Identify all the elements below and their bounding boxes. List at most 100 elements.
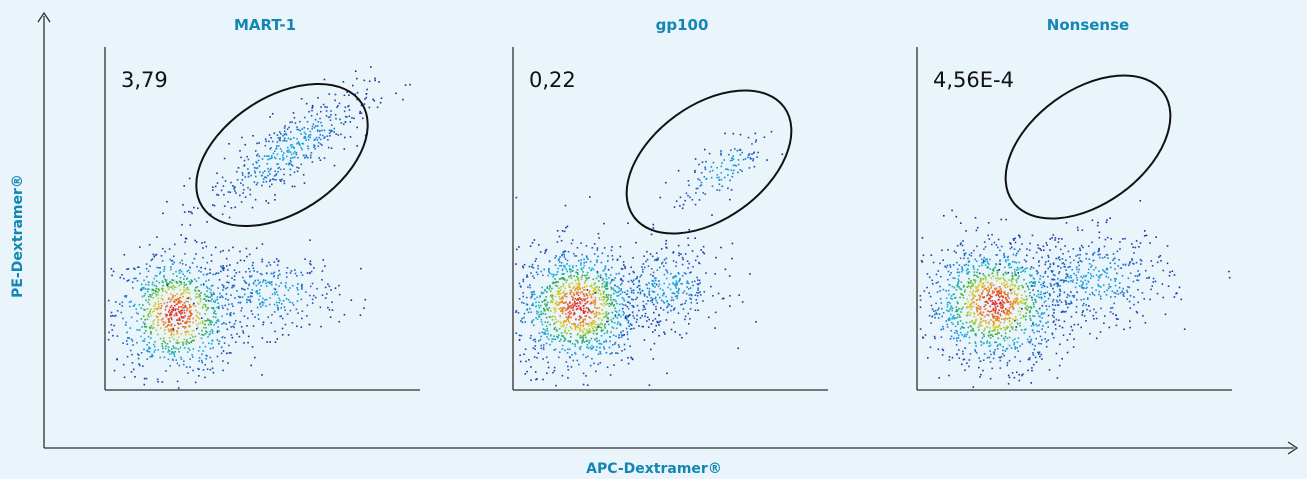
scatter-point: [223, 205, 226, 207]
scatter-point: [190, 279, 192, 281]
scatter-point: [133, 305, 135, 307]
scatter-point: [519, 354, 521, 357]
scatter-point: [226, 275, 229, 277]
scatter-point: [281, 303, 283, 305]
scatter-point: [149, 294, 151, 296]
scatter-point: [970, 304, 972, 306]
scatter-point: [691, 281, 694, 283]
scatter-point: [565, 296, 568, 298]
scatter-point: [198, 295, 201, 298]
scatter-point: [1033, 348, 1036, 351]
scatter-point: [1008, 279, 1010, 281]
scatter-point: [251, 313, 254, 315]
scatter-point: [583, 298, 585, 300]
scatter-point: [265, 282, 267, 285]
scatter-point: [168, 309, 171, 311]
scatter-point: [1029, 311, 1031, 314]
scatter-point: [670, 309, 672, 312]
scatter-point: [563, 230, 566, 233]
scatter-point: [974, 279, 977, 282]
scatter-point: [1070, 291, 1072, 293]
scatter-point: [265, 200, 267, 202]
scatter-point: [986, 342, 988, 344]
scatter-point: [614, 277, 616, 279]
scatter-point: [157, 305, 160, 308]
scatter-point: [592, 346, 595, 348]
scatter-point: [1110, 238, 1112, 240]
scatter-point: [241, 296, 244, 298]
scatter-point: [960, 331, 962, 334]
scatter-point: [189, 224, 192, 226]
scatter-point: [319, 138, 322, 141]
scatter-point: [171, 287, 174, 290]
scatter-point: [564, 294, 567, 297]
scatter-point: [141, 326, 143, 328]
scatter-point: [342, 81, 345, 83]
scatter-point: [1039, 248, 1041, 250]
scatter-point: [230, 334, 233, 336]
scatter-point: [977, 305, 980, 307]
scatter-point: [574, 255, 576, 257]
scatter-point: [242, 192, 244, 194]
scatter-point: [603, 348, 606, 350]
scatter-point: [579, 329, 582, 332]
scatter-point: [607, 323, 610, 326]
scatter-point: [306, 315, 308, 317]
scatter-point: [1116, 290, 1119, 292]
scatter-point: [969, 321, 971, 324]
scatter-point: [525, 360, 527, 363]
scatter-point: [728, 275, 731, 277]
scatter-point: [185, 333, 187, 336]
scatter-point: [605, 340, 608, 343]
scatter-point: [554, 318, 557, 321]
scatter-point: [997, 337, 1000, 340]
scatter-point: [584, 274, 586, 277]
scatter-point: [608, 305, 611, 307]
scatter-point: [588, 329, 591, 332]
scatter-point: [1075, 282, 1078, 284]
scatter-point: [553, 369, 556, 372]
scatter-point: [1004, 317, 1007, 319]
scatter-point: [123, 277, 125, 280]
scatter-point: [948, 374, 950, 377]
scatter-point: [994, 348, 996, 351]
scatter-point: [975, 286, 978, 288]
scatter-point: [1077, 271, 1080, 273]
scatter-point: [274, 341, 277, 343]
scatter-point: [681, 336, 683, 339]
scatter-point: [268, 185, 271, 188]
scatter-point: [931, 308, 934, 310]
scatter-point: [594, 290, 596, 292]
scatter-point: [314, 118, 317, 121]
scatter-point: [564, 309, 567, 312]
scatter-point: [681, 207, 684, 210]
scatter-point: [921, 261, 924, 263]
scatter-point: [988, 275, 990, 277]
scatter-point: [580, 262, 582, 264]
scatter-point: [1110, 307, 1112, 309]
scatter-point: [313, 146, 315, 148]
scatter-point: [1081, 314, 1083, 316]
scatter-point: [163, 323, 165, 325]
scatter-point: [142, 315, 145, 318]
scatter-point: [1031, 234, 1034, 237]
scatter-point: [187, 372, 189, 374]
scatter-point: [308, 323, 311, 326]
scatter-point: [177, 301, 179, 304]
scatter-point: [1007, 301, 1009, 303]
scatter-point: [688, 184, 690, 187]
scatter-point: [666, 372, 668, 375]
scatter-point: [141, 295, 144, 298]
scatter-point: [972, 289, 975, 292]
scatter-point: [1061, 279, 1063, 281]
scatter-point: [197, 296, 199, 298]
scatter-point: [997, 311, 999, 314]
scatter-point: [283, 182, 286, 185]
scatter-point: [960, 293, 962, 295]
scatter-point: [239, 250, 241, 253]
scatter-point: [562, 265, 565, 267]
scatter-point: [134, 376, 136, 378]
scatter-point: [597, 326, 599, 328]
scatter-point: [993, 291, 995, 293]
scatter-point: [1023, 328, 1026, 331]
